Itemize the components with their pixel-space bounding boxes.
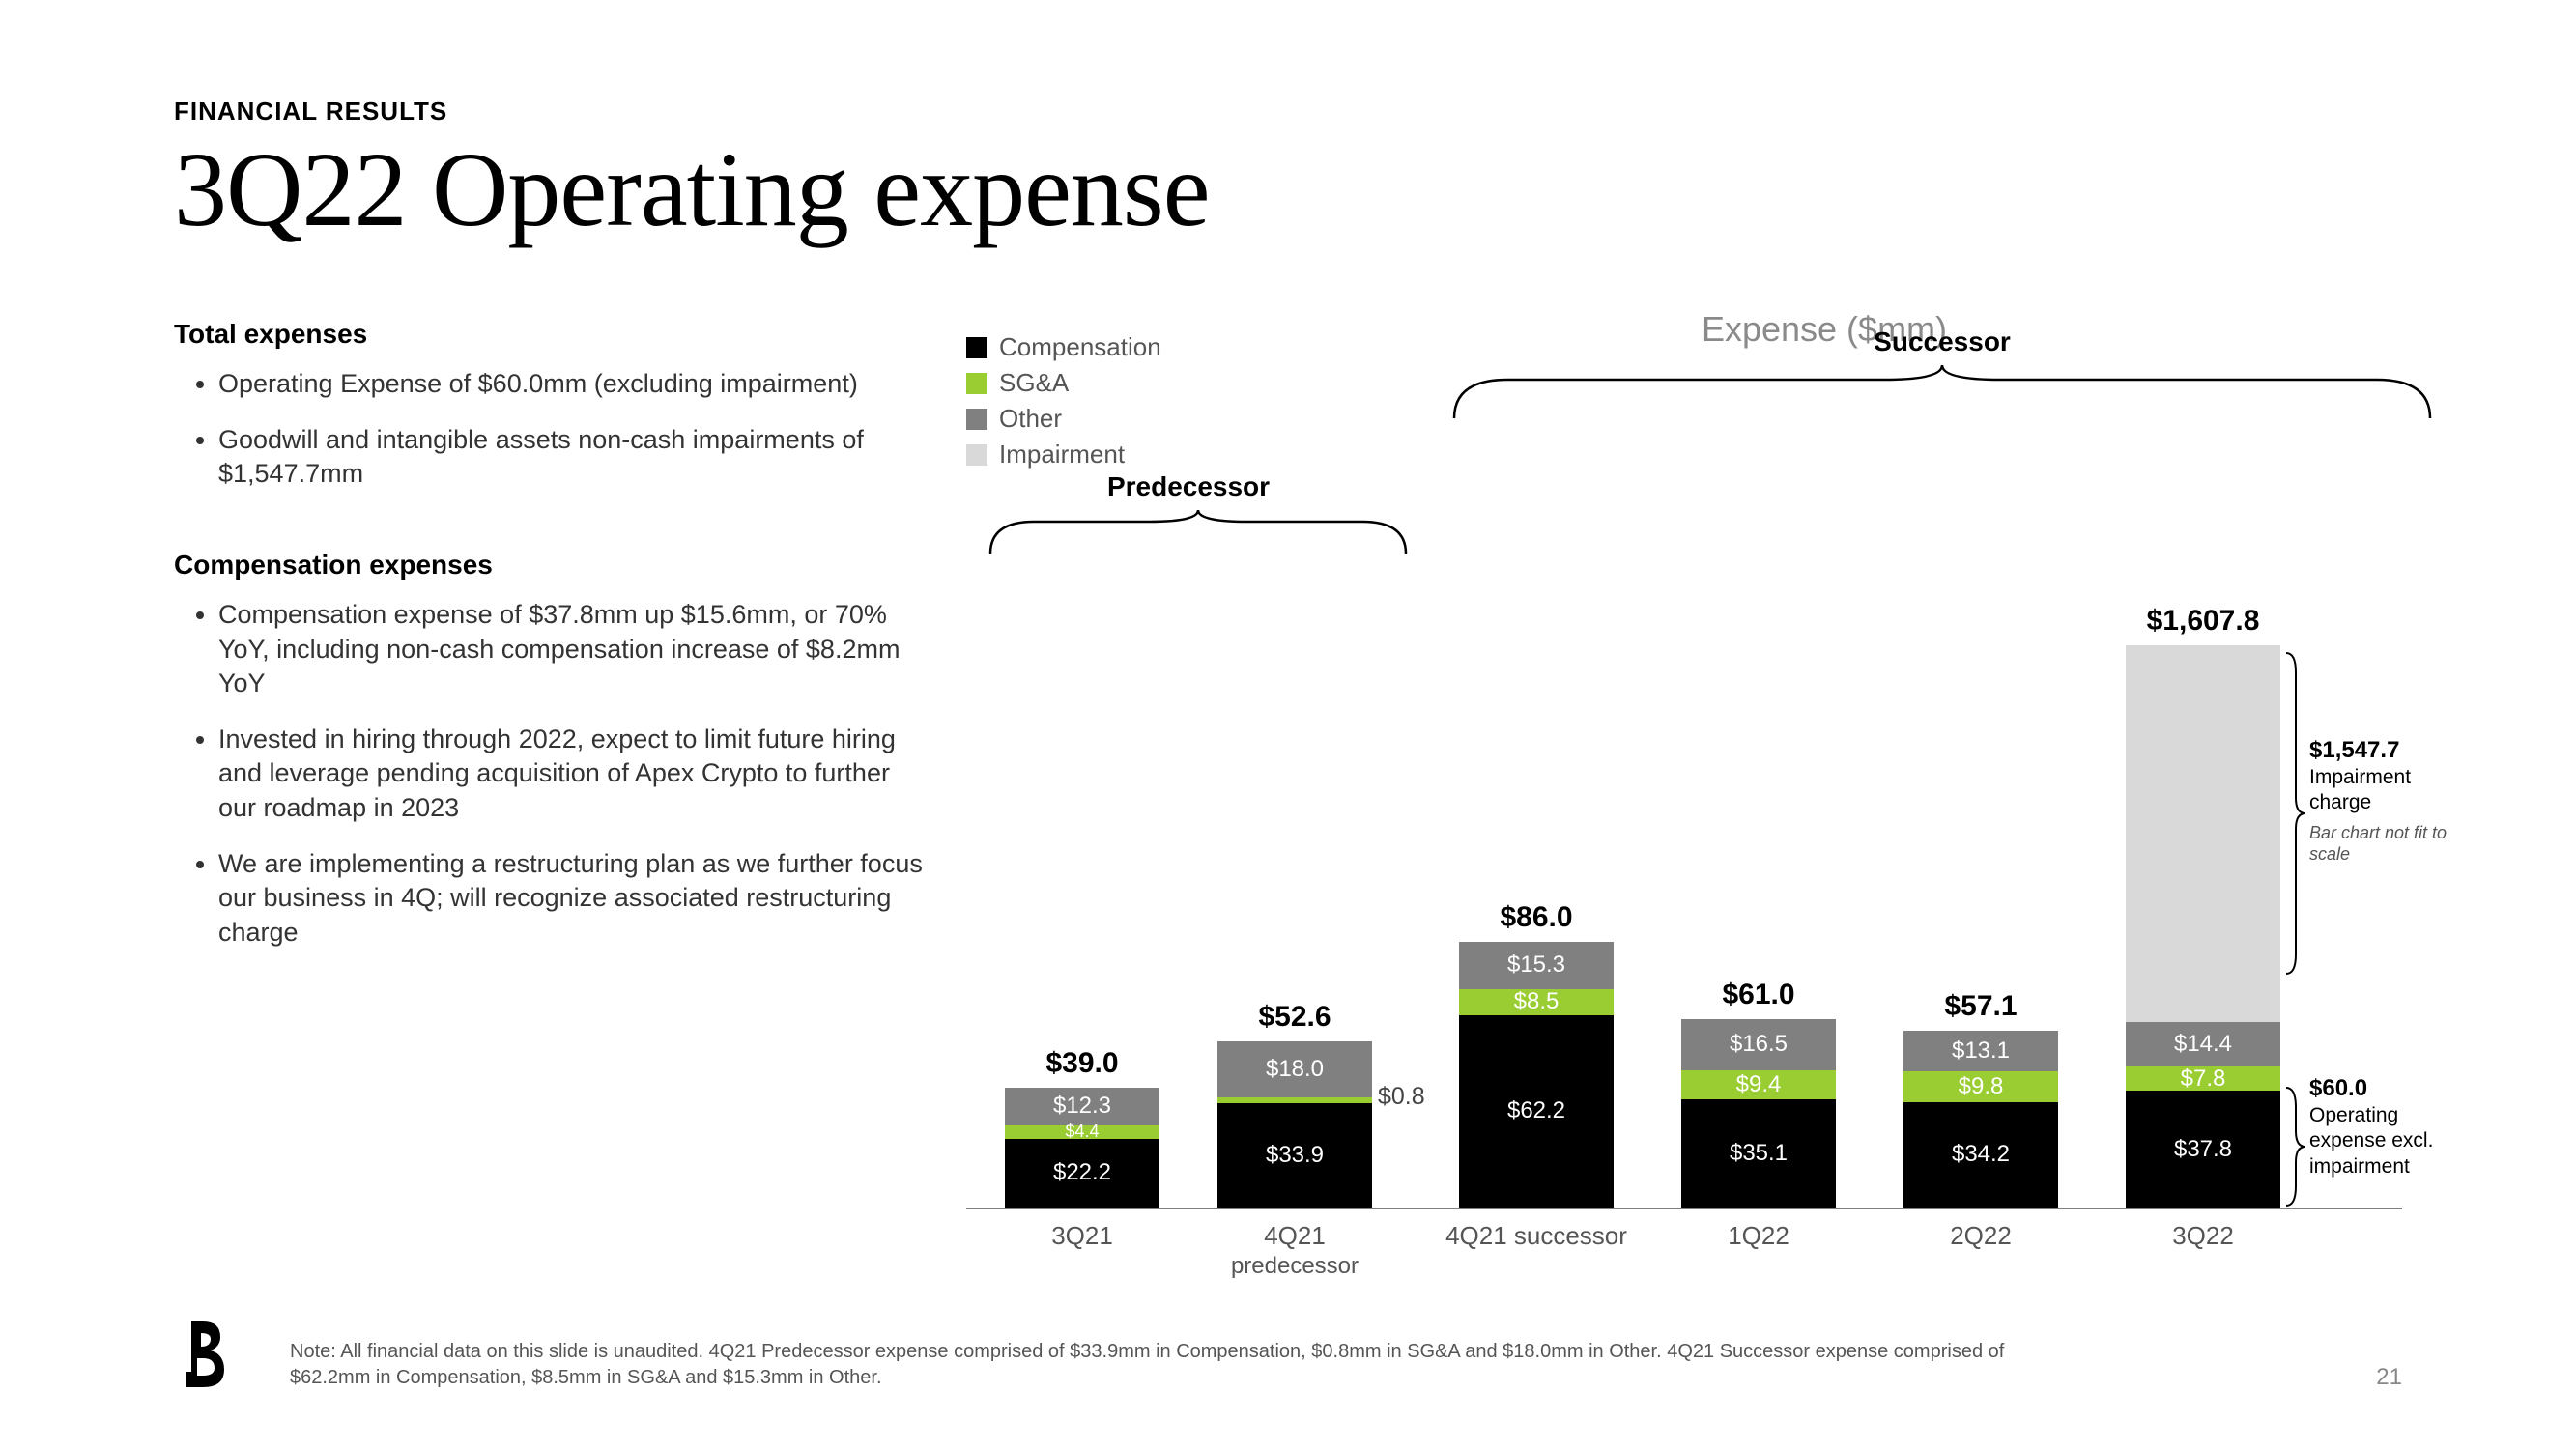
section-head-comp: Compensation expenses [174,550,928,581]
content-row: Total expenses Operating Expense of $60.… [174,309,2402,1327]
bar-segment-compensation: $35.1 [1681,1099,1836,1208]
predecessor-bracket-row: Predecessor [966,437,2402,495]
x-axis-labels: 3Q214Q21predecessor 4Q21 successor 1Q22 2Q2… [966,1221,2402,1327]
slide: FINANCIAL RESULTS 3Q22 Operating expense… [0,0,2576,1449]
successor-label: Successor [1874,327,2011,357]
bar-b4: $13.1$9.8$34.2$57.1 [1903,1031,2058,1208]
side-annotation-value: $60.0 [2309,1074,2474,1103]
legend-swatch [966,337,987,358]
comp-bullets: Compensation expense of $37.8mm up $15.6… [174,598,928,951]
bar-segment-sga: $9.4 [1681,1070,1836,1099]
bar-total-label: $39.0 [1005,1047,1159,1080]
bar-segment-compensation: $62.2 [1459,1015,1614,1208]
bar-segment-other: $15.3 [1459,942,1614,989]
bar-stack: $15.3$8.5$62.2$86.0 [1459,942,1614,1208]
bar-segment-sga: $8.5 [1459,989,1614,1015]
brace-icon [2282,649,2307,978]
total-bullets: Operating Expense of $60.0mm (excluding … [174,367,928,492]
side-annotation-note: Bar chart not fit to scale [2309,822,2474,866]
legend-item: Compensation [966,332,1161,362]
x-axis-label: 4Q21 successor [1430,1221,1643,1251]
brace-icon [2282,1084,2307,1219]
chart-area: $1,547.7Impairment chargeBar chart not f… [966,611,2402,1209]
bar-segment-other: $14.4 [2126,1022,2280,1066]
bar-total-label: $86.0 [1459,901,1614,934]
chart-column: Expense ($mm) CompensationSG&AOtherImpai… [966,309,2402,1327]
bar-segment-impairment [2126,645,2280,1022]
list-item: Invested in hiring through 2022, expect … [218,723,928,826]
bar-b1: $18.0$33.9$52.6 [1217,1041,1372,1208]
bar-segment-sga: $9.8 [1903,1071,2058,1101]
list-item: We are implementing a restructuring plan… [218,847,928,951]
side-annotation-text: Operating expense excl. impairment [2309,1104,2433,1178]
side-annotation: $60.0Operating expense excl. impairment [2309,1074,2474,1179]
chart-title: Expense ($mm) [1246,309,2402,350]
bracket-row: Successor [966,359,2402,437]
x-axis-label: 2Q22 [1875,1221,2087,1251]
bar-b2: $15.3$8.5$62.2$86.0 [1459,942,1614,1208]
footnote-text: Note: All financial data on this slide i… [290,1339,2029,1391]
bar-segment-compensation: $22.2 [1005,1139,1159,1208]
bar-segment-compensation: $33.9 [1217,1103,1372,1208]
x-axis-label: 3Q21 [976,1221,1188,1251]
bar-stack: $14.4$7.8$37.8$1,607.8 [2126,645,2280,1208]
bar-segment-other: $16.5 [1681,1019,1836,1070]
bar-segment-other: $18.0 [1217,1041,1372,1097]
legend-label: Compensation [999,332,1161,362]
bar-stack: $16.5$9.4$35.1$61.0 [1681,1019,1836,1208]
bar-segment-other: $13.1 [1903,1031,2058,1071]
bar-total-label: $1,607.8 [2126,605,2280,638]
bar-total-label: $52.6 [1217,1001,1372,1034]
predecessor-label: Predecessor [1107,471,1270,502]
bar-stack: $13.1$9.8$34.2$57.1 [1903,1031,2058,1208]
bar-segment-sga: $7.8 [2126,1066,2280,1091]
predecessor-bracket-icon [986,510,1411,558]
side-annotation-text: Impairment charge [2309,766,2411,813]
bar-segment-other: $12.3 [1005,1088,1159,1125]
footer-row: Note: All financial data on this slide i… [174,1314,2402,1391]
left-column: Total expenses Operating Expense of $60.… [174,309,928,1327]
x-axis-label: 3Q22 [2097,1221,2309,1251]
bar-stack: $18.0$33.9$52.6 [1217,1041,1372,1208]
side-annotation: $1,547.7Impairment charge Bar chart not f… [2309,736,2474,866]
bar-b3: $16.5$9.4$35.1$61.0 [1681,1019,1836,1208]
list-item: Compensation expense of $37.8mm up $15.6… [218,598,928,701]
bar-b0: $12.3$4.4$22.2$39.0 [1005,1088,1159,1208]
bar-segment-sga: $4.4 [1005,1125,1159,1139]
x-axis-label: 4Q21predecessor [1188,1221,1401,1280]
bar-total-label: $57.1 [1903,990,2058,1023]
page-number: 21 [2376,1364,2402,1391]
bar-b5: $14.4$7.8$37.8$1,607.8 [2126,645,2280,1208]
x-axis-label: 1Q22 [1652,1221,1865,1251]
x-axis-sublabel: predecessor [1188,1253,1401,1280]
list-item: Operating Expense of $60.0mm (excluding … [218,367,928,402]
kicker: FINANCIAL RESULTS [174,97,2402,127]
bar-segment-compensation: $37.8 [2126,1091,2280,1208]
successor-bracket-icon [1449,365,2435,423]
side-annotation-value: $1,547.7 [2309,736,2474,765]
page-title: 3Q22 Operating expense [174,128,2402,251]
logo-icon [174,1314,232,1391]
bar-callout: $0.8 [1378,1083,1425,1111]
bar-segment-compensation: $34.2 [1903,1102,2058,1208]
bar-total-label: $61.0 [1681,979,1836,1011]
bar-stack: $12.3$4.4$22.2$39.0 [1005,1088,1159,1208]
section-head-total: Total expenses [174,319,928,350]
list-item: Goodwill and intangible assets non-cash … [218,423,928,492]
